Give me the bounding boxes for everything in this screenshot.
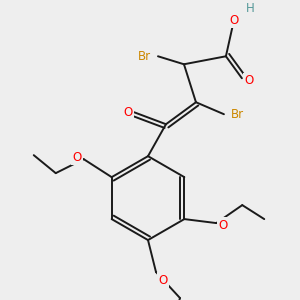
Text: O: O bbox=[72, 151, 81, 164]
Text: Br: Br bbox=[231, 108, 244, 121]
Text: O: O bbox=[244, 74, 254, 87]
Text: O: O bbox=[219, 219, 228, 232]
Text: H: H bbox=[245, 2, 254, 15]
Text: Br: Br bbox=[137, 50, 151, 63]
Text: O: O bbox=[229, 14, 239, 27]
Text: O: O bbox=[123, 106, 133, 119]
Text: O: O bbox=[158, 274, 168, 286]
